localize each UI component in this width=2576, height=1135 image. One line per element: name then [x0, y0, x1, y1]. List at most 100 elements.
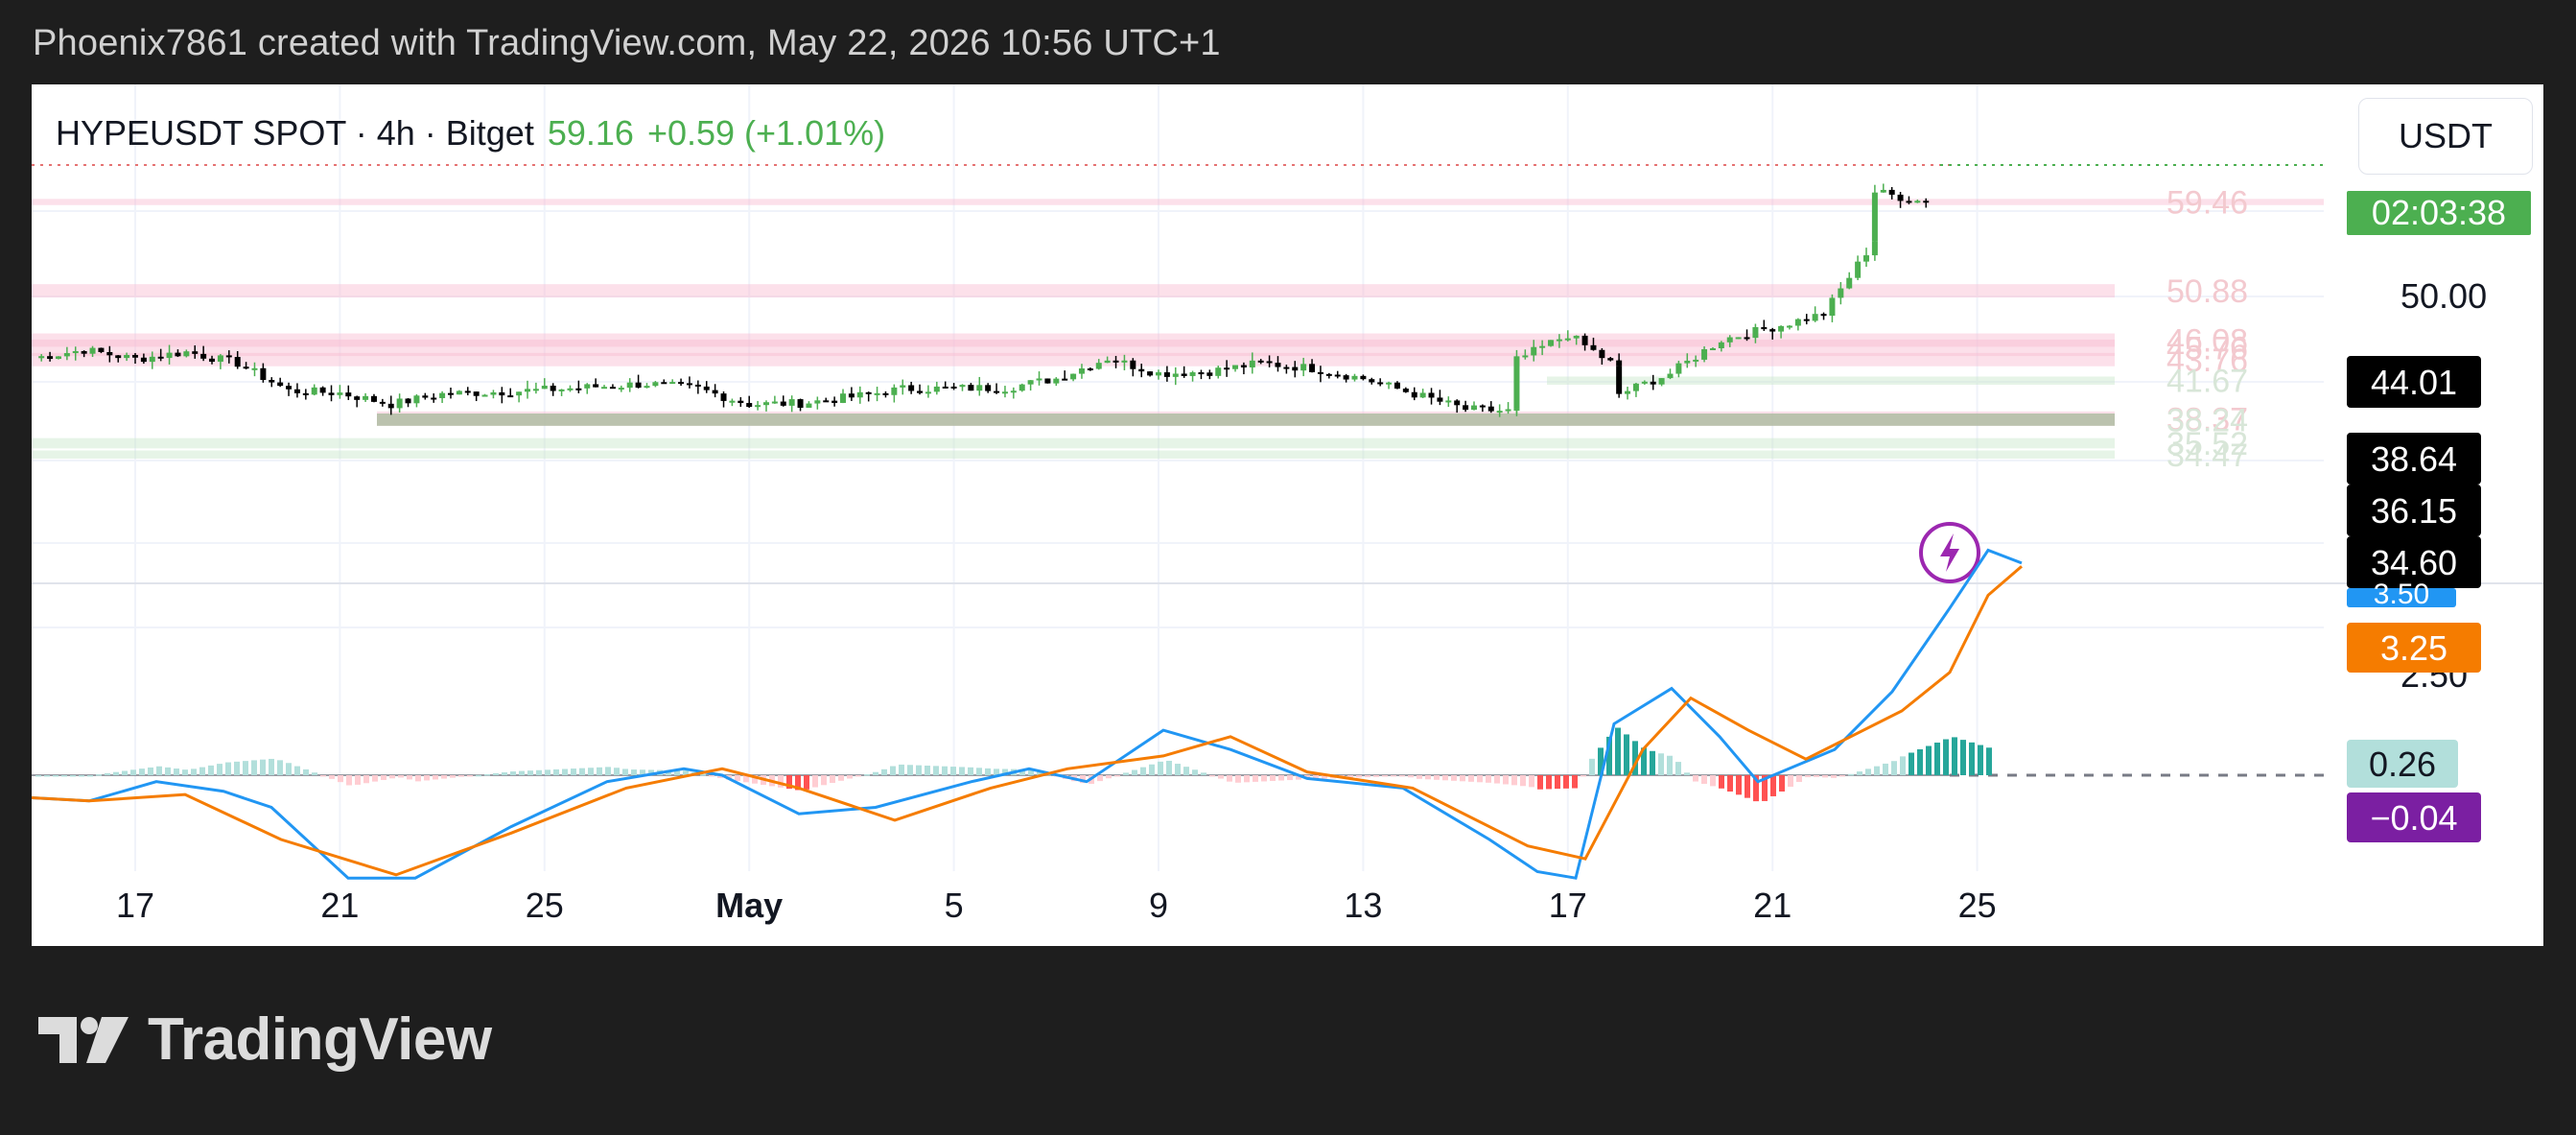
- candle-body: [1667, 373, 1674, 379]
- zone-label: 43.76: [2166, 343, 2248, 379]
- candle-body: [593, 384, 599, 388]
- histogram-bar: [1641, 747, 1647, 775]
- price-badge-bg: [2347, 485, 2481, 536]
- histogram-bar: [338, 775, 343, 783]
- histogram-bar: [484, 773, 490, 776]
- histogram-bar: [1589, 758, 1595, 775]
- candle-body: [328, 392, 335, 395]
- histogram-bar: [1650, 750, 1655, 775]
- histogram-bar: [830, 775, 835, 784]
- candle-body: [712, 390, 718, 394]
- candle-body: [1463, 405, 1469, 411]
- resistance-zone: [32, 199, 2324, 205]
- histogram-bar: [1719, 775, 1724, 789]
- candle-body: [644, 386, 650, 389]
- chart-panel[interactable]: 59.46 50.88 46.08 45.76 43.76 38.37 41.67 38.24…: [32, 84, 2543, 946]
- candle-body: [532, 389, 539, 391]
- histogram-bar: [821, 775, 827, 786]
- candle-body: [166, 352, 173, 359]
- candle-body: [1292, 367, 1299, 371]
- histogram-bar: [1183, 767, 1189, 775]
- zone-label: 38.24: [2166, 402, 2248, 438]
- histogram-bar: [1322, 775, 1327, 779]
- histogram-bar: [1399, 775, 1405, 777]
- candle-body: [405, 398, 411, 404]
- histogram-bar: [174, 768, 179, 775]
- x-tick-label: 21: [1753, 886, 1791, 925]
- histogram-bar: [1511, 775, 1517, 786]
- brand-name: TradingView: [148, 1006, 492, 1073]
- candle-body: [900, 385, 906, 388]
- candle-body: [175, 352, 181, 357]
- candle-body: [1487, 406, 1494, 412]
- candle-body: [1343, 375, 1349, 380]
- histogram-bar: [1028, 768, 1034, 775]
- histogram-bar: [476, 774, 481, 777]
- candle-body: [115, 355, 122, 359]
- histogram-bar: [881, 768, 887, 775]
- support-zone: [32, 450, 2115, 460]
- candle-body: [1317, 371, 1323, 374]
- histogram-bar: [251, 760, 257, 775]
- axes: 17 21 25 May 5 9 13 17 21 2550.002.5002:03:3844.0…: [116, 191, 2531, 925]
- candle-body: [251, 367, 258, 370]
- histogram-bar: [320, 775, 326, 777]
- signal-value-badge-text: 3.25: [2380, 628, 2447, 668]
- symbol-legend[interactable]: HYPEUSDT SPOT · 4h · Bitget 59.16 +0.59 (+…: [56, 113, 885, 154]
- candle-body: [1360, 375, 1367, 380]
- candle-body: [1632, 383, 1639, 391]
- candle-body: [516, 391, 523, 396]
- histogram-bar: [122, 770, 128, 775]
- histogram-bar: [1287, 775, 1293, 781]
- histogram-bar: [1917, 749, 1923, 775]
- zone-label: 50.88: [2166, 273, 2248, 310]
- candle-body: [157, 356, 164, 359]
- histogram-bar: [890, 766, 896, 775]
- histogram-bar: [1710, 775, 1716, 787]
- histogram-bar: [1978, 745, 1983, 775]
- candle-body: [1351, 375, 1358, 380]
- candle-body: [1419, 392, 1426, 398]
- candle-body: [1019, 384, 1025, 391]
- histogram-bar: [346, 775, 352, 786]
- currency-button[interactable]: USDT: [2358, 98, 2533, 175]
- price-badge: 38.64: [2347, 433, 2481, 485]
- candle-body: [1794, 319, 1801, 326]
- candle-body: [47, 356, 54, 360]
- histogram-bar: [605, 767, 611, 775]
- histogram-bar: [1123, 772, 1129, 775]
- candle-body: [1650, 381, 1656, 385]
- histogram-bar: [96, 774, 102, 776]
- countdown-bg: [2347, 191, 2531, 235]
- signal-value-badge: 3.25: [2347, 623, 2481, 673]
- candle-body: [63, 353, 70, 357]
- countdown-badge: 02:03:38: [2347, 191, 2531, 235]
- histogram-bar: [363, 775, 369, 784]
- histogram-bar: [1114, 775, 1120, 777]
- candle-body: [225, 355, 232, 358]
- candle-body: [1206, 372, 1213, 376]
- histogram-bar: [631, 769, 637, 775]
- candle-body: [1402, 389, 1409, 392]
- candle-body: [703, 386, 710, 390]
- candle-body: [1539, 345, 1546, 348]
- histogram-bar: [1278, 775, 1284, 781]
- histogram-bar: [1002, 768, 1008, 775]
- histogram-bar: [1451, 775, 1457, 781]
- candle-body: [1224, 367, 1230, 370]
- price-badge-bg: [2347, 356, 2481, 408]
- candle-body: [1010, 390, 1017, 393]
- candle-body: [550, 385, 556, 391]
- histogram-bar: [1667, 755, 1673, 775]
- candle-body: [1198, 372, 1205, 375]
- histogram-bar: [1166, 760, 1172, 775]
- histogram-bar: [1745, 775, 1750, 798]
- candle-body: [1147, 371, 1154, 376]
- histogram-bar: [700, 773, 706, 776]
- candle-body: [354, 396, 361, 400]
- candle-body: [1675, 363, 1682, 374]
- candle-body: [1871, 192, 1878, 242]
- histogram-bar: [148, 767, 153, 775]
- candle-body: [1880, 189, 1886, 193]
